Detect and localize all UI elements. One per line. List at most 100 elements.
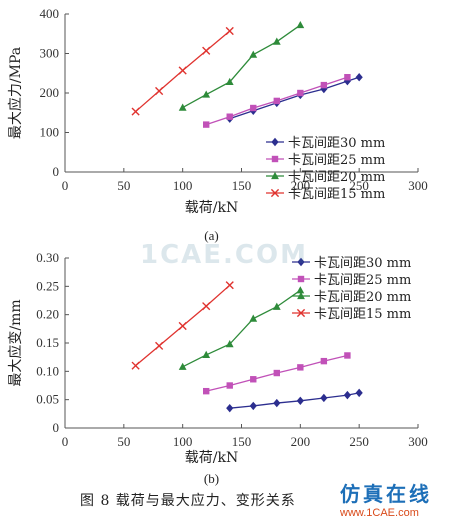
data-point — [249, 50, 258, 58]
data-point — [273, 369, 280, 377]
y-tick-label: 0 — [53, 164, 60, 179]
y-tick-label: 0 — [53, 420, 60, 435]
data-point — [272, 302, 281, 310]
data-point — [225, 340, 234, 348]
y-tick-label: 300 — [40, 46, 60, 61]
y-tick-label: 100 — [40, 125, 60, 140]
legend-entry: 卡瓦间距25 mm — [266, 153, 385, 168]
legend-marker — [271, 171, 279, 180]
series-s20 — [178, 286, 305, 370]
data-point — [355, 73, 363, 82]
x-tick-label: 200 — [291, 178, 311, 193]
data-point — [225, 77, 234, 86]
data-point — [225, 26, 234, 36]
data-point — [355, 388, 363, 398]
data-point — [344, 352, 351, 359]
x-tick-label: 250 — [349, 434, 369, 449]
x-tick-label: 100 — [173, 178, 193, 193]
data-point — [178, 362, 187, 370]
data-point — [320, 357, 328, 365]
y-tick-label: 0.30 — [36, 250, 59, 265]
series-s15 — [131, 26, 234, 116]
legend-label: 卡瓦间距25 mm — [288, 153, 385, 168]
panel-label: (a) — [204, 228, 218, 243]
data-point — [226, 403, 234, 413]
legend-label: 卡瓦间距25 mm — [314, 273, 411, 288]
series-s15 — [131, 281, 234, 370]
x-tick-label: 250 — [349, 178, 369, 193]
data-point — [202, 302, 211, 311]
data-point — [343, 390, 351, 400]
data-point — [250, 104, 257, 112]
data-point — [344, 74, 351, 81]
data-point — [178, 66, 187, 75]
data-point — [202, 46, 211, 55]
legend-entry: 卡瓦间距15 mm — [266, 187, 385, 202]
chart-panel-a: 0 50 100 150 200 250 300 0 100 200 300 400 载荷/kN 最大应力… — [7, 6, 428, 243]
brand-name: 仿真在线 — [340, 482, 432, 506]
data-point — [343, 76, 351, 86]
y-tick-label: 0.05 — [36, 392, 59, 407]
legend-entry: 卡瓦间距25 mm — [292, 273, 411, 288]
data-point — [296, 20, 305, 29]
data-point — [273, 97, 280, 105]
y-tick-label: 0.20 — [36, 307, 59, 322]
x-tick-label: 300 — [408, 434, 428, 449]
legend-label: 卡瓦间距15 mm — [314, 307, 411, 322]
series-line — [182, 289, 301, 368]
data-point — [178, 321, 187, 331]
legend-marker — [297, 291, 305, 300]
data-point — [297, 89, 304, 97]
x-tick-label: 50 — [117, 178, 130, 193]
x-tick-label: 300 — [408, 178, 428, 193]
series-s20 — [178, 20, 305, 111]
legend-entry: 卡瓦间距15 mm — [292, 307, 411, 322]
data-point — [226, 382, 233, 389]
x-tick-label: 200 — [291, 434, 311, 449]
data-point — [249, 314, 258, 322]
series-s25 — [203, 352, 351, 395]
x-tick-label: 0 — [62, 434, 69, 449]
data-point — [226, 113, 233, 120]
series-s30 — [226, 388, 363, 413]
series-line — [182, 24, 301, 109]
chart-panel-b: 0 50 100 150 200 250 300 0 0.05 0.10 0.15 0.20 0.25 0… — [7, 250, 428, 486]
x-tick-label: 50 — [117, 434, 130, 449]
data-point — [249, 401, 257, 411]
brand-url: www.1CAE.com — [340, 507, 419, 519]
y-tick-label: 0.25 — [36, 278, 59, 293]
data-point — [320, 81, 328, 89]
series-line — [229, 76, 360, 120]
figure-caption: 图 8 载荷与最大应力、变形关系 — [80, 493, 296, 509]
y-axis-title: 最大应变/mm — [7, 299, 24, 386]
data-point — [202, 350, 211, 358]
y-tick-label: 200 — [40, 85, 60, 100]
data-point — [203, 387, 210, 395]
data-point — [296, 286, 305, 294]
data-point — [273, 398, 281, 408]
legend-entry: 卡瓦间距20 mm — [292, 290, 411, 305]
data-point — [131, 361, 140, 370]
y-tick-label: 400 — [40, 6, 60, 21]
data-point — [202, 90, 211, 98]
series-s25 — [203, 74, 351, 128]
watermark-text: 1CAE.COM — [140, 240, 308, 270]
data-point — [250, 376, 257, 383]
data-point — [296, 396, 304, 405]
legend-marker — [296, 308, 306, 318]
site-brand-logo: 仿真在线 www.1CAE.com — [340, 478, 432, 519]
data-point — [320, 84, 328, 94]
legend-marker — [297, 257, 305, 267]
legend-label: 卡瓦间距30 mm — [288, 136, 385, 151]
legend-marker — [297, 275, 305, 283]
y-tick-label: 0.10 — [36, 363, 59, 378]
panel-label: (b) — [204, 471, 219, 486]
data-point — [155, 341, 164, 350]
series-s30 — [226, 73, 363, 123]
legend-entry: 卡瓦间距30 mm — [292, 256, 411, 271]
x-tick-label: 0 — [62, 178, 69, 193]
legend-marker — [270, 188, 280, 198]
legend-label: 卡瓦间距15 mm — [288, 187, 385, 202]
y-tick-label: 0.15 — [36, 335, 59, 350]
legend-entry: 卡瓦间距20 mm — [266, 170, 385, 185]
